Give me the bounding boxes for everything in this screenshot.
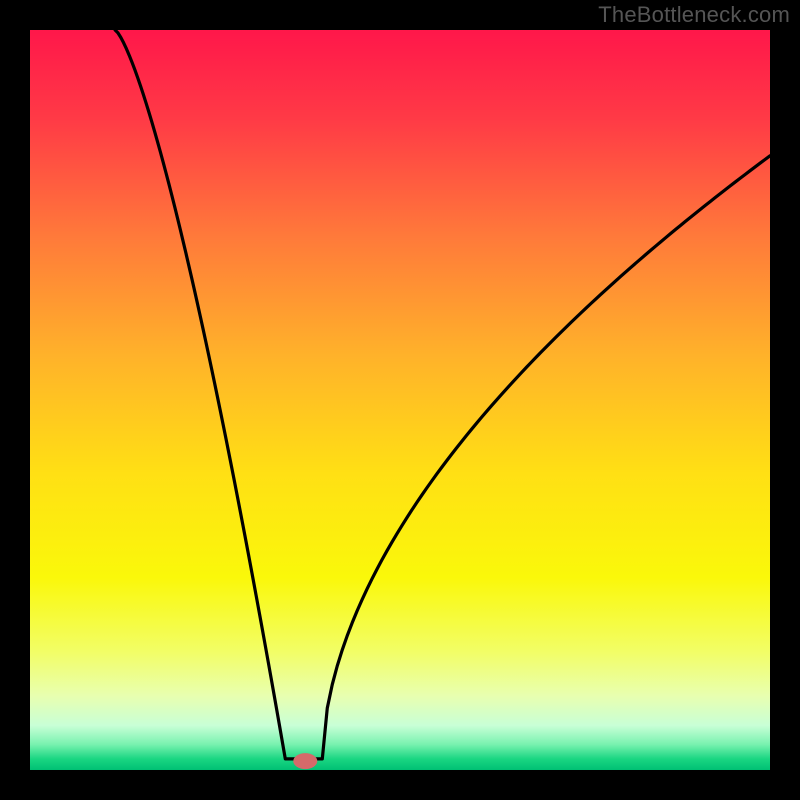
optimal-point-marker [293, 753, 317, 769]
watermark-text: TheBottleneck.com [598, 2, 790, 28]
chart-container: TheBottleneck.com [0, 0, 800, 800]
bottleneck-chart [0, 0, 800, 800]
plot-background [30, 30, 770, 770]
